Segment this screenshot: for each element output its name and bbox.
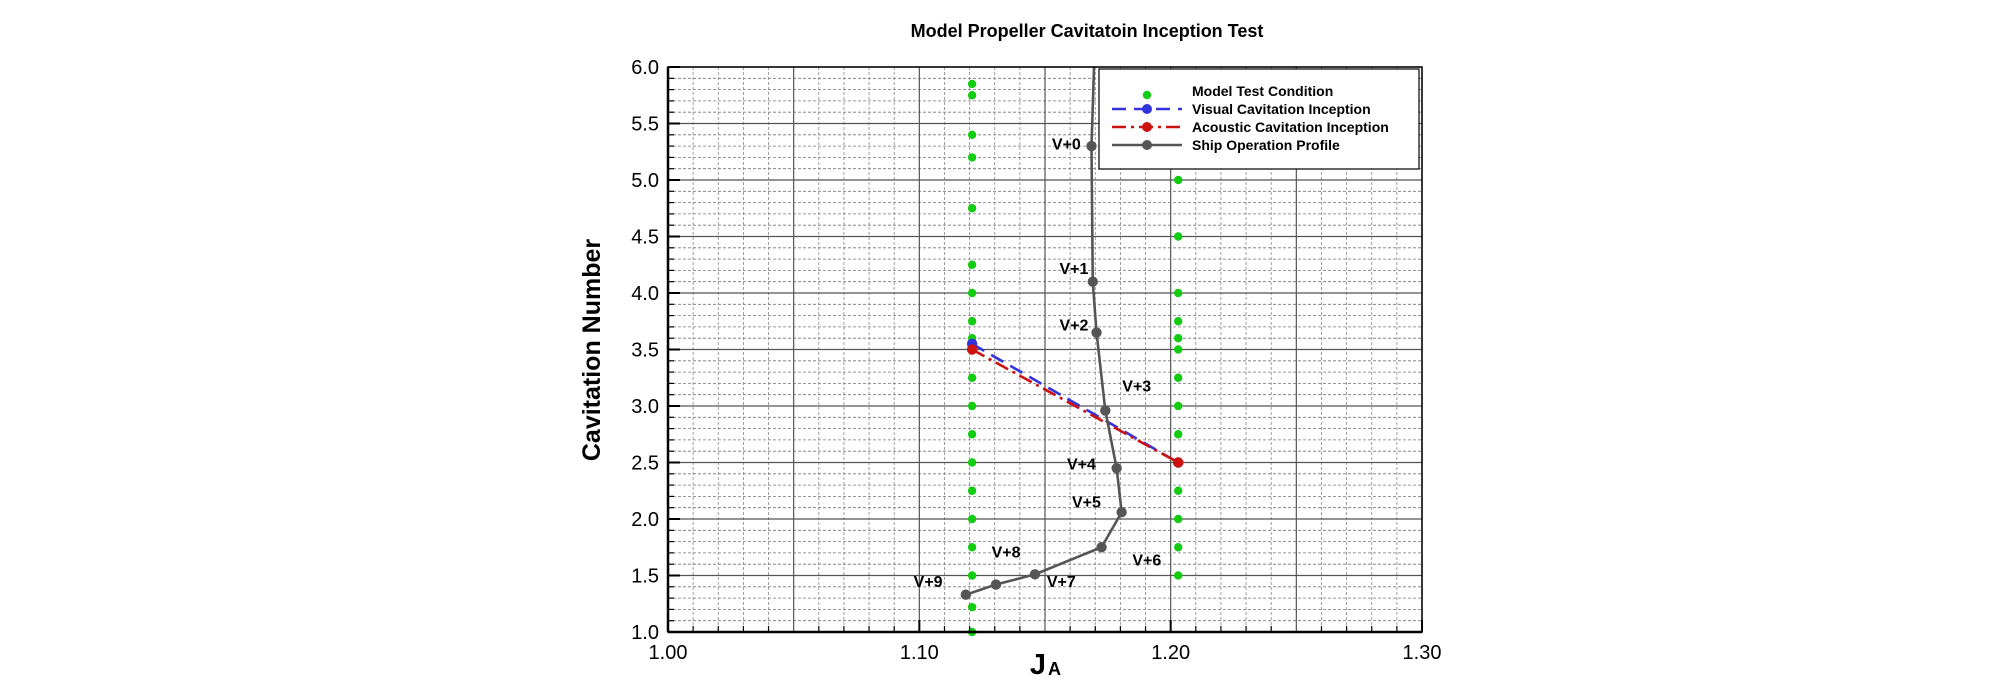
data-point (967, 486, 977, 495)
data-point (1091, 327, 1102, 338)
y-tick-label: 1.0 (631, 622, 659, 644)
data-point (1087, 276, 1098, 287)
data-point (967, 91, 977, 100)
data-point (967, 571, 977, 580)
data-point (966, 344, 978, 355)
y-tick-label: 5.5 (631, 114, 659, 136)
y-tick-label: 4.5 (631, 227, 659, 249)
data-point (967, 373, 977, 382)
data-point (967, 317, 977, 326)
data-point (1173, 457, 1184, 468)
x-tick-label: 1.00 (649, 642, 688, 664)
data-point (1174, 430, 1183, 439)
data-point (960, 589, 972, 600)
legend-marker (1142, 122, 1152, 132)
data-point (967, 204, 977, 213)
y-tick-label: 5.0 (631, 170, 659, 192)
data-point (1174, 401, 1183, 411)
plot-area: V+0 V+1 V+2 V+3 V+4 V+5 V+6 V+7 V+8 V+9 (914, 66, 1184, 637)
data-point (967, 79, 977, 89)
legend-marker (1142, 90, 1152, 100)
point-label: V+0 (1052, 136, 1081, 153)
data-point (1174, 175, 1183, 185)
data-point (1174, 288, 1183, 298)
x-tick-label: 1.30 (1403, 642, 1442, 664)
y-tick-label: 4.0 (631, 283, 659, 305)
legend-label: Ship Operation Profile (1192, 137, 1340, 153)
data-point (1174, 486, 1183, 495)
data-point (1096, 542, 1107, 553)
x-axis-label-main: J (1030, 649, 1046, 681)
point-label: V+2 (1059, 317, 1088, 334)
point-label: V+5 (1072, 495, 1101, 512)
y-tick-label: 3.0 (631, 396, 659, 418)
data-point (1174, 334, 1183, 343)
x-axis-label-subscript: A (1048, 659, 1061, 679)
data-point (967, 260, 977, 269)
data-point (1100, 405, 1111, 416)
legend-label: Model Test Condition (1192, 83, 1333, 99)
data-point (967, 543, 977, 552)
data-point (1174, 514, 1183, 524)
data-point (1174, 317, 1183, 326)
chart-title: Model Propeller Cavitatoin Inception Tes… (911, 21, 1264, 41)
legend-label: Acoustic Cavitation Inception (1192, 119, 1389, 135)
legend-marker (1142, 104, 1152, 114)
point-label: V+4 (1067, 456, 1096, 473)
point-label: V+1 (1059, 261, 1088, 278)
data-point (967, 514, 977, 524)
x-tick-label: 1.10 (900, 642, 939, 664)
data-point (1086, 140, 1097, 152)
axes: 1.0 1.5 2.0 2.5 3.0 3.5 4.0 4.5 5.0 5.5 6.0 1.00 1.1… (631, 57, 1441, 664)
legend-label: Visual Cavitation Inception (1192, 101, 1371, 117)
x-tick-label: 1.20 (1151, 642, 1190, 664)
point-label: V+6 (1132, 552, 1161, 569)
data-point (967, 153, 977, 162)
data-point (967, 130, 977, 139)
data-point (1174, 232, 1183, 241)
data-point (990, 579, 1002, 590)
point-label: V+9 (914, 574, 943, 591)
point-label: V+8 (992, 544, 1021, 561)
data-point (1174, 345, 1183, 354)
data-point (1111, 462, 1122, 474)
data-point (1174, 571, 1183, 580)
series-line-2 (971, 348, 1179, 464)
data-point (967, 430, 977, 439)
data-point (967, 458, 977, 467)
data-point (1174, 543, 1183, 552)
data-point (1116, 507, 1127, 518)
y-tick-label: 2.0 (631, 509, 659, 531)
data-point (967, 401, 977, 411)
y-tick-label: 2.5 (631, 453, 659, 475)
legend: Model Test Condition Visual Cavitation In… (1098, 68, 1420, 170)
data-point (1174, 373, 1183, 382)
y-axis-label: Cavitation Number (578, 239, 606, 462)
point-label: V+3 (1122, 378, 1151, 395)
legend-marker (1142, 140, 1152, 150)
y-tick-label: 1.5 (631, 566, 659, 588)
y-tick-label: 3.5 (631, 340, 659, 362)
data-point (967, 602, 977, 612)
legend-box (1098, 68, 1420, 170)
point-label: V+7 (1047, 574, 1076, 591)
x-axis-label: J (1030, 649, 1046, 681)
y-tick-label: 6.0 (631, 57, 659, 79)
data-point (1029, 569, 1041, 580)
data-point (967, 288, 977, 298)
